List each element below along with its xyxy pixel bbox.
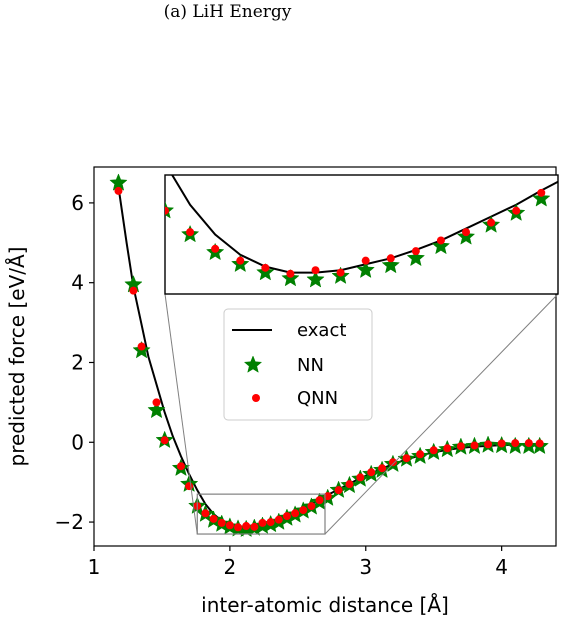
inset-qnn-point xyxy=(336,268,345,277)
qnn-point xyxy=(535,439,544,448)
inset-qnn-point xyxy=(512,206,521,215)
qnn-point xyxy=(524,439,533,448)
qnn-point xyxy=(323,492,332,501)
qnn-point xyxy=(152,398,161,407)
y-tick-label: 6 xyxy=(71,191,84,215)
x-tick-label: 2 xyxy=(224,555,237,579)
qnn-point xyxy=(176,462,185,471)
inset-nn-point xyxy=(406,248,426,267)
legend-qnn-swatch xyxy=(252,394,260,402)
y-axis-label: predicted force [eV/Å] xyxy=(5,247,29,467)
qnn-point xyxy=(484,440,493,449)
y-tick-label: 2 xyxy=(71,350,84,374)
qnn-point xyxy=(242,522,251,531)
qnn-point xyxy=(282,512,291,521)
qnn-point xyxy=(160,436,169,445)
inset-nn-point xyxy=(431,236,451,255)
qnn-point xyxy=(511,439,520,448)
figure-caption: (a) LiH Energy xyxy=(163,2,292,22)
legend-nn-swatch xyxy=(243,355,263,373)
inset-qnn-point xyxy=(311,266,320,275)
qnn-point xyxy=(114,186,123,195)
legend: exact NN QNN xyxy=(223,308,373,421)
qnn-point xyxy=(234,523,243,532)
zoom-connector xyxy=(164,293,198,535)
inset-qnn-point xyxy=(436,236,445,245)
legend-box xyxy=(223,308,373,421)
qnn-point xyxy=(291,509,300,518)
inset-qnn-point xyxy=(562,177,570,185)
qnn-point xyxy=(470,441,479,450)
qnn-point xyxy=(443,444,452,453)
qnn-point xyxy=(137,342,146,351)
x-tick-label: 4 xyxy=(495,555,508,579)
qnn-point xyxy=(388,458,397,467)
qnn-point xyxy=(225,521,234,530)
qnn-point xyxy=(378,464,387,473)
qnn-point xyxy=(334,486,343,495)
y-tick-label: −2 xyxy=(55,510,84,534)
qnn-point xyxy=(402,454,411,463)
qnn-point xyxy=(299,506,308,515)
nn-point xyxy=(147,400,166,419)
inset-nn-point xyxy=(532,189,551,207)
inset-qnn-point xyxy=(236,256,245,265)
legend-label: exact xyxy=(297,320,346,341)
qnn-point xyxy=(497,439,506,448)
x-axis-label: inter-atomic distance [Å] xyxy=(201,593,449,617)
qnn-point xyxy=(429,446,438,455)
main-plot-area: 1 2 3 4 −2 0 2 4 6 xyxy=(55,166,559,579)
inset-qnn-point xyxy=(386,254,395,263)
legend-label: NN xyxy=(297,355,324,376)
inset-nn-point xyxy=(557,183,558,185)
y-tick-label: 0 xyxy=(71,430,84,454)
y-tick-label: 4 xyxy=(71,271,84,295)
qnn-point xyxy=(209,514,218,523)
x-tick-label: 1 xyxy=(88,555,101,579)
qnn-point xyxy=(201,509,210,518)
qnn-point xyxy=(307,502,316,511)
legend-label: QNN xyxy=(297,388,338,409)
qnn-point xyxy=(456,442,465,451)
qnn-point xyxy=(266,518,275,527)
qnn-point xyxy=(250,522,259,531)
inset-exact-line xyxy=(171,175,558,274)
qnn-point xyxy=(315,496,324,505)
zoom-connector xyxy=(324,293,559,535)
inset-qnn-point xyxy=(462,228,471,237)
inset-qnn-point xyxy=(537,188,546,197)
qnn-point xyxy=(274,515,283,524)
x-tick-label: 3 xyxy=(359,555,372,579)
inset-qnn-point xyxy=(261,263,270,272)
qnn-point xyxy=(356,473,365,482)
inset-nn-point xyxy=(356,260,375,279)
qnn-point xyxy=(367,468,376,477)
inset-qnn-point xyxy=(487,218,496,227)
qnn-point xyxy=(217,518,226,527)
qnn-point xyxy=(129,286,138,295)
qnn-point xyxy=(416,450,425,459)
inset-qnn-point xyxy=(411,247,420,256)
qnn-point xyxy=(258,518,267,527)
zoom-inset xyxy=(164,174,570,295)
inset-content xyxy=(165,175,570,288)
inset-nn-point xyxy=(381,255,400,274)
qnn-point xyxy=(185,482,194,491)
inset-qnn-point xyxy=(211,244,220,253)
inset-qnn-point xyxy=(165,206,169,215)
axes-frame xyxy=(93,166,557,547)
zoom-source-box xyxy=(196,493,326,535)
qnn-point xyxy=(345,480,354,489)
inset-qnn-point xyxy=(186,228,195,237)
inset-qnn-point xyxy=(286,269,295,278)
inset-nn-point xyxy=(306,270,325,288)
inset-qnn-point xyxy=(361,256,370,265)
